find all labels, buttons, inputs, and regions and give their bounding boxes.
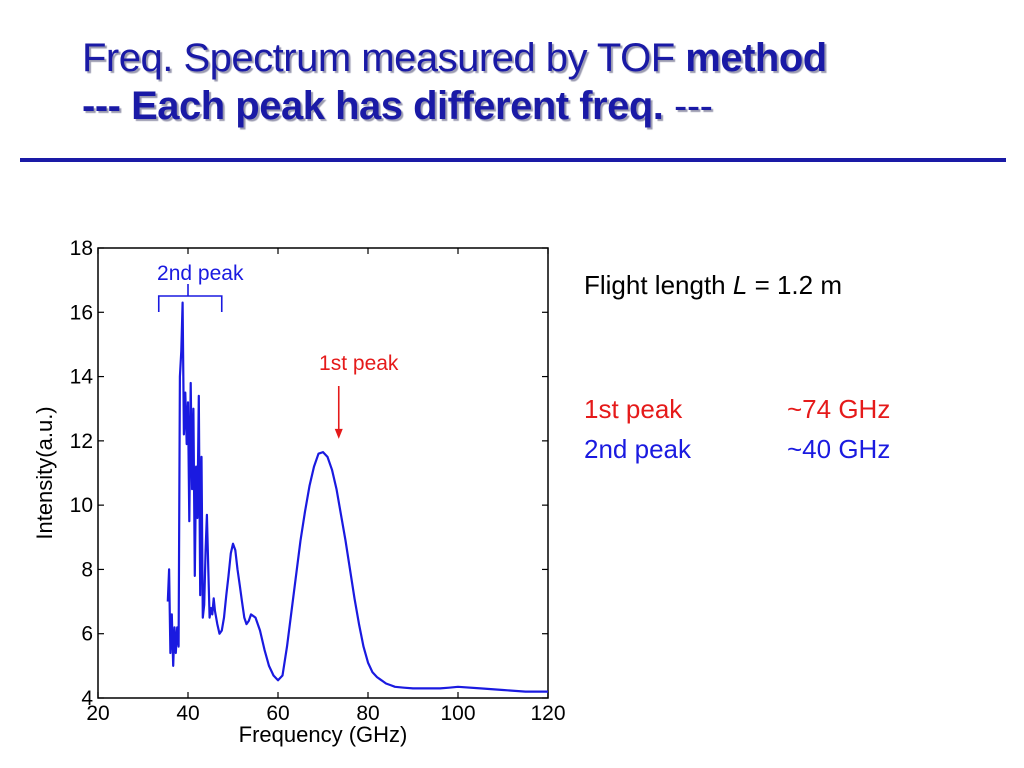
second-peak-bracket xyxy=(157,295,223,312)
x-tick-label: 60 xyxy=(266,702,289,725)
y-axis-label: Intensity(a.u.) xyxy=(32,406,57,539)
x-tick-label: 20 xyxy=(86,702,109,725)
x-tick-label: 100 xyxy=(440,702,475,725)
y-tick-label: 4 xyxy=(81,687,93,710)
y-tick-label: 16 xyxy=(70,301,93,324)
flight-length-text: Flight length L = 1.2 m xyxy=(584,268,842,302)
x-tick-label: 40 xyxy=(176,702,199,725)
spectrum-line xyxy=(166,301,548,693)
second-peak-row: 2nd peak ~40 GHz xyxy=(584,432,890,466)
y-tick-label: 6 xyxy=(81,623,93,646)
second-peak-annotation: 2nd peak xyxy=(157,262,244,285)
x-axis-label: Frequency (GHz) xyxy=(239,722,408,747)
first-peak-value: ~74 GHz xyxy=(787,394,891,424)
y-tick-label: 18 xyxy=(70,237,93,260)
flight-length-value: = 1.2 m xyxy=(747,270,842,300)
y-tick-label: 10 xyxy=(70,494,93,517)
axis-ticks: 20 40 60 80 100 120 4 6 8 10 12 14 16 18 xyxy=(70,237,566,725)
chart-annotations: 2nd peak 1st peak xyxy=(157,262,399,439)
x-tick-label: 120 xyxy=(530,702,565,725)
flight-length-variable: L xyxy=(732,270,748,300)
title-line-2-bold: --- Each peak has different freq. xyxy=(82,84,664,128)
x-tick-label: 80 xyxy=(356,702,379,725)
flight-length-prefix: Flight length xyxy=(584,270,733,300)
title-line-2-normal: --- xyxy=(663,84,713,128)
title-divider xyxy=(20,158,1006,162)
second-peak-value: ~40 GHz xyxy=(787,434,891,464)
y-tick-label: 8 xyxy=(81,558,93,581)
title-line-2: --- Each peak has different freq. --- xyxy=(82,82,1002,130)
title-line-1-bold: method xyxy=(685,36,827,80)
title-line-1: Freq. Spectrum measured by TOF method xyxy=(82,34,1002,82)
first-peak-arrow-head xyxy=(334,428,343,439)
y-tick-label: 14 xyxy=(70,366,94,389)
plot-axes-box xyxy=(97,247,549,699)
y-tick-label: 12 xyxy=(70,430,93,453)
first-peak-row: 1st peak ~74 GHz xyxy=(584,392,890,426)
slide-title: Freq. Spectrum measured by TOF method --… xyxy=(82,34,1002,130)
title-line-1-normal: Freq. Spectrum measured by TOF xyxy=(82,36,686,80)
first-peak-annotation: 1st peak xyxy=(319,352,399,375)
second-peak-label: 2nd peak xyxy=(584,434,691,464)
first-peak-label: 1st peak xyxy=(584,394,683,424)
